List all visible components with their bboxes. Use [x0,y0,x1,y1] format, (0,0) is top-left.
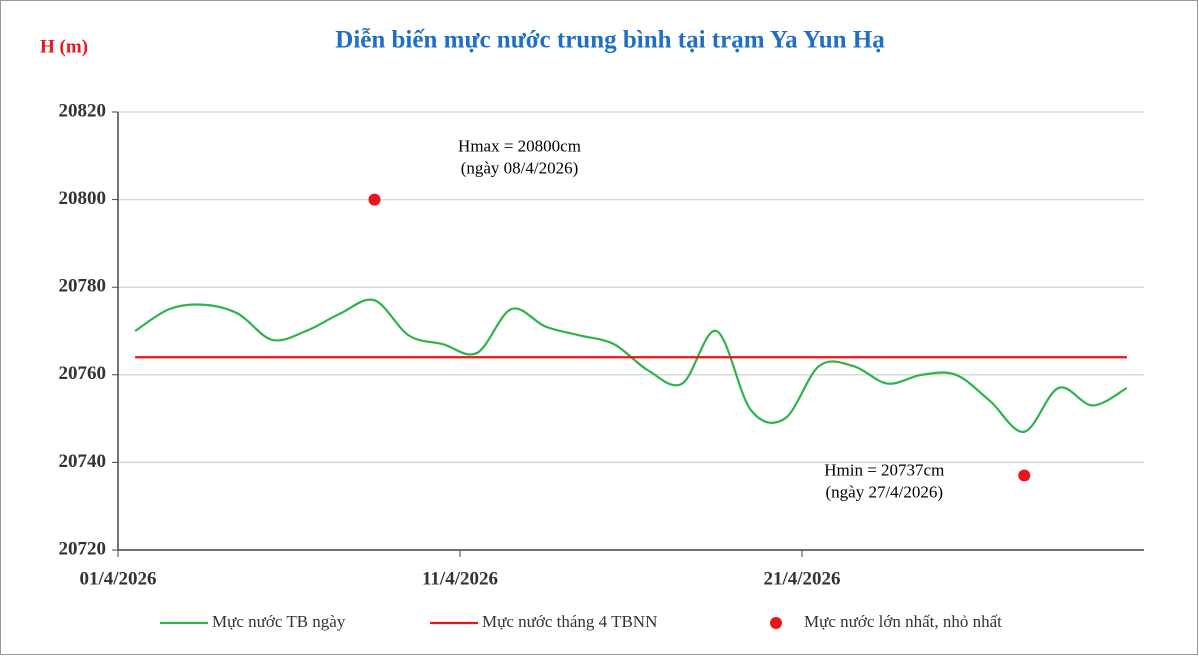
x-tick-label: 01/4/2026 [79,568,156,589]
extreme-point [1018,469,1031,482]
series-line [134,298,1128,433]
y-tick-label: 20820 [59,100,107,121]
x-tick-label: 21/4/2026 [763,568,840,589]
annotation: Hmin = 20737cm [824,460,944,479]
legend-label: Mực nước tháng 4 TBNN [482,612,657,631]
legend-swatch [770,617,782,629]
chart-title: Diễn biến mực nước trung bình tại trạm Y… [335,27,885,54]
x-tick-label: 11/4/2026 [422,568,498,589]
y-tick-label: 20780 [59,276,107,297]
annotation: Hmax = 20800cm [458,137,581,156]
annotation: (ngày 08/4/2026) [461,159,579,178]
annotation: (ngày 27/4/2026) [826,482,944,501]
y-tick-label: 20720 [59,538,107,559]
legend-label: Mực nước TB ngày [212,612,346,631]
extreme-point [368,193,381,206]
legend-label: Mực nước lớn nhất, nhỏ nhất [804,612,1002,631]
y-tick-label: 20740 [59,451,107,472]
y-axis-label: H (m) [40,36,88,57]
y-tick-label: 20760 [59,363,107,384]
y-tick-label: 20800 [59,188,107,209]
